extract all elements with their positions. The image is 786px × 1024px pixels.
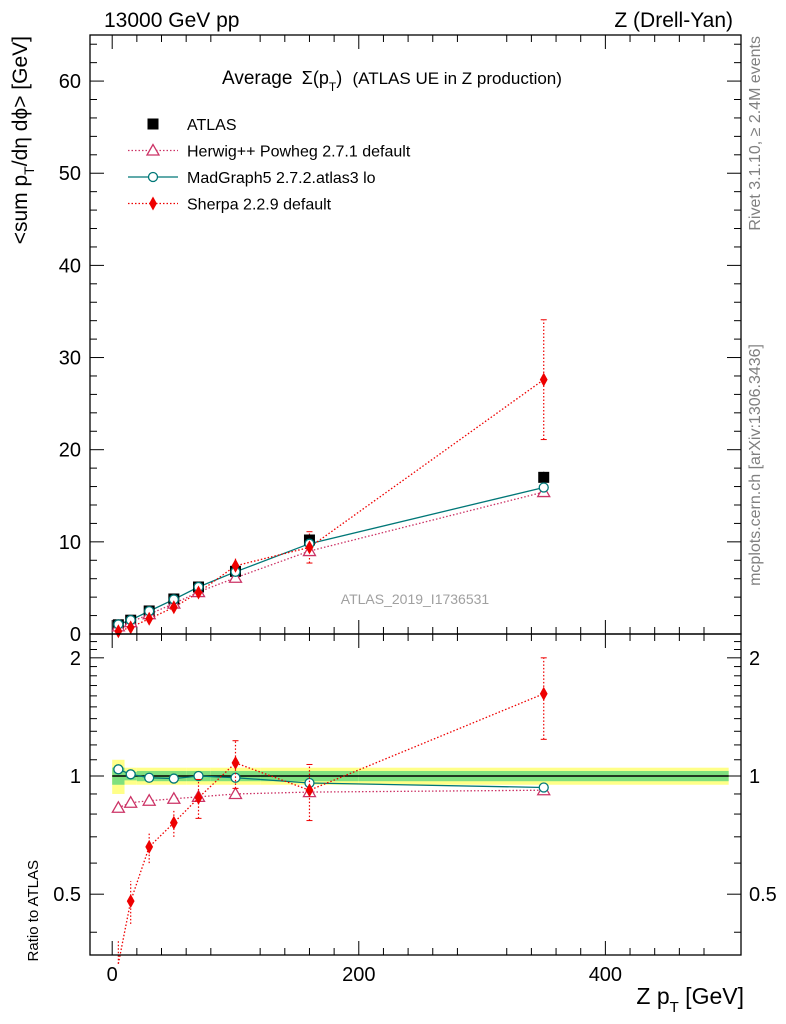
main-y-tick-label: 10 [59,532,81,554]
ratio-frame [89,633,742,956]
legend: ATLAS Herwig++ Powheg 2.7.1 default MadGra… [128,117,411,214]
main-y-tick-label: 40 [59,255,81,277]
title-sigma: Σ(p [302,68,329,88]
legend-label-herwig-powheg-2-7-1-default: Herwig++ Powheg 2.7.1 default [187,144,411,161]
main-panel: 0 10 20 30 40 50 60 [59,34,742,646]
x-axis-label: Z pT [GeV] [636,983,744,1016]
main-point-sherpa-2-2-9-default [305,540,314,555]
ratio-y-tick-label: 2 [70,648,81,670]
main-point-sherpa-2-2-9-default [231,558,240,573]
main-point-sherpa-2-2-9-default [539,372,548,387]
ratio-point-sherpa-2-2-9-default [145,839,154,854]
ratio-point-sherpa-2-2-9-default [539,686,548,701]
side-label-mcplots: mcplots.cern.ch [arXiv:1306.3436] [747,344,764,586]
legend-marker-atlas [147,118,159,130]
legend-marker-sherpa-2-2-9-default [149,196,157,211]
main-y-tick-label: 30 [59,348,81,370]
main-ylabel-sub: T [21,166,37,175]
ratio-y-tick-label-right: 0.5 [749,884,777,906]
main-point-sherpa-2-2-9-default [145,611,154,626]
legend-label-atlas: ATLAS [187,117,237,134]
ratio-line-herwig-powheg-2-7-1-default [118,789,544,809]
chart-title: Average Σ(pT) (ATLAS UE in Z production) [222,68,562,94]
x-tick-label: 200 [342,964,375,986]
main-point-atlas [538,471,550,483]
ratio-point-madgraph5-2-7-2-atlas3-lo [168,773,179,784]
main-point-madgraph5-2-7-2-atlas3-lo [538,482,549,493]
ratio-point-sherpa-2-2-9-default [126,894,135,909]
ratio-point-sherpa-2-2-9-default [169,815,178,830]
ratio-line-sherpa-2-2-9-default [117,693,544,964]
legend-label-madgraph5-2-7-2-atlas3-lo: MadGraph5 2.7.2.atlas3 lo [187,170,376,187]
side-label-rivet: Rivet 3.1.10, ≥ 2.4M events [747,36,764,231]
ratio-point-madgraph5-2-7-2-atlas3-lo [538,782,549,793]
title-prefix: Average [222,68,292,89]
ratio-point-herwig-powheg-2-7-1-default [142,793,157,806]
ratio-point-sherpa-2-2-9-default [305,783,314,798]
main-y-tick-label: 20 [59,440,81,462]
title-close: ) [336,68,342,88]
main-point-herwig-powheg-2-7-1-default [228,570,243,583]
ratio-panel: 0.5 0.5 1 1 2 2 0 200 400 [53,633,777,986]
xlabel-pre: Z p [636,983,669,1009]
xlabel-post: [GeV] [679,983,744,1009]
ratio-point-madgraph5-2-7-2-atlas3-lo [125,769,136,780]
header-right: Z (Drell-Yan) [614,9,733,32]
ratio-y-tick-label-right: 1 [749,766,760,788]
ratio-y-tick-label: 1 [70,766,81,788]
ratio-point-herwig-powheg-2-7-1-default [123,795,138,808]
main-y-tick-label: 60 [59,71,81,93]
legend-label-sherpa-2-2-9-default: Sherpa 2.2.9 default [187,197,332,214]
ratio-point-herwig-powheg-2-7-1-default [228,786,243,800]
ratio-y-tick-label-right: 2 [749,648,760,670]
main-y-tick-label: 0 [70,624,81,646]
ratio-point-madgraph5-2-7-2-atlas3-lo [144,772,155,783]
main-y-axis-label: <sum pT/dη dϕ> [GeV] [9,36,37,244]
main-point-sherpa-2-2-9-default [169,600,178,615]
ratio-y-tick-label: 0.5 [53,884,81,906]
ratio-point-madgraph5-2-7-2-atlas3-lo [113,764,124,775]
main-ylabel-pre: <sum p [9,175,32,244]
main-point-sherpa-2-2-9-default [194,585,203,600]
ratio-point-madgraph5-2-7-2-atlas3-lo [193,770,204,782]
watermark: ATLAS_2019_I1736531 [341,591,490,607]
x-tick-label: 0 [107,964,118,986]
main-y-tick-label: 50 [59,163,81,185]
main-point-sherpa-2-2-9-default [126,620,135,635]
main-ylabel-post: /dη dϕ> [GeV] [9,36,32,166]
x-tick-label: 400 [589,964,622,986]
main-point-sherpa-2-2-9-default [114,624,123,639]
title-sigma-sub: T [329,80,337,94]
legend-marker-madgraph5-2-7-2-atlas3-lo [147,171,159,183]
ratio-point-sherpa-2-2-9-default [231,755,240,770]
ratio-y-axis-label: Ratio to ATLAS [25,860,42,961]
xlabel-sub: T [670,999,679,1016]
title-suffix: (ATLAS UE in Z production) [352,69,561,88]
ratio-point-sherpa-2-2-9-default [194,790,203,805]
legend-marker-herwig-powheg-2-7-1-default [145,143,161,156]
main-line-sherpa-2-2-9-default [118,379,545,632]
main-line-herwig-powheg-2-7-1-default [118,491,544,627]
ratio-point-herwig-powheg-2-7-1-default [111,800,126,813]
ratio-point-herwig-powheg-2-7-1-default [166,791,181,804]
header-left: 13000 GeV pp [104,9,239,32]
